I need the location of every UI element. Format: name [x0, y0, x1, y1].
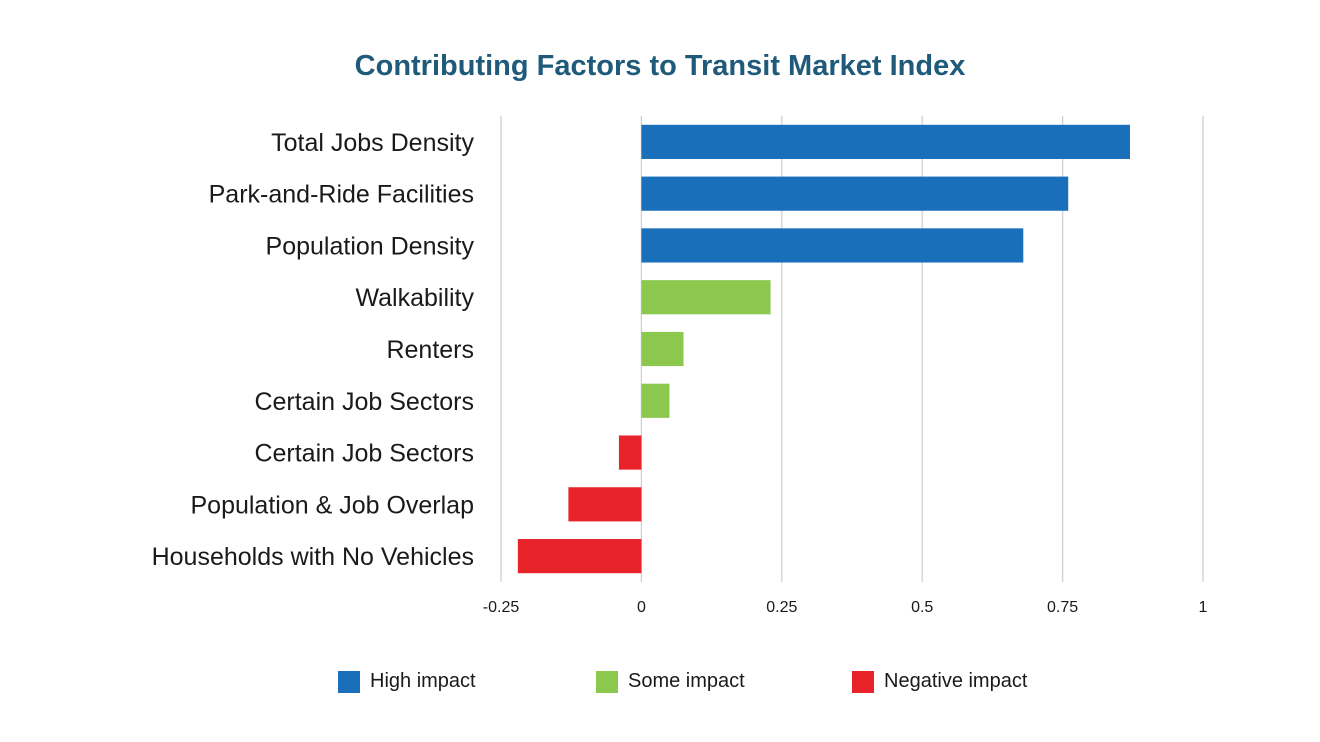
legend-swatch-some-impact — [596, 670, 618, 693]
category-label-6: Certain Job Sectors — [254, 388, 474, 416]
legend-swatch-high-impact — [338, 670, 360, 693]
legend: High impact Some impact Negative impact — [0, 670, 1320, 700]
bar-8-population-job-overlap — [568, 487, 642, 522]
bar-6-certain-job-sectors — [641, 383, 670, 418]
category-label-8: Population & Job Overlap — [190, 491, 474, 519]
bar-3-population-density — [641, 228, 1024, 263]
category-label-5: Renters — [386, 336, 474, 364]
bar-7-certain-job-sectors — [618, 435, 642, 470]
category-label-2: Park-and-Ride Facilities — [209, 181, 474, 209]
bar-2-park-and-ride-facilities — [641, 176, 1069, 211]
category-label-3: Population Density — [266, 232, 475, 260]
category-label-4: Walkability — [355, 284, 474, 312]
legend-item-some-impact: Some impact — [596, 670, 745, 693]
legend-label-negative-impact: Negative impact — [884, 670, 1028, 692]
bar-5-renters — [641, 331, 684, 367]
legend-label-high-impact: High impact — [370, 670, 476, 692]
category-label-9: Households with No Vehicles — [152, 543, 474, 571]
legend-swatch-negative-impact — [852, 670, 874, 693]
bar-4-walkability — [641, 280, 771, 315]
legend-item-negative-impact: Negative impact — [852, 670, 1027, 693]
category-label-7: Certain Job Sectors — [254, 440, 474, 468]
category-labels: Total Jobs Density Park-and-Ride Faciliti… — [152, 129, 475, 571]
x-tick-label-3: 0.5 — [911, 599, 933, 616]
x-axis-tick-labels: -0.25 0 0.25 0.5 0.75 1 — [483, 599, 1208, 616]
category-label-1: Total Jobs Density — [271, 129, 474, 157]
legend-label-some-impact: Some impact — [628, 670, 745, 692]
bars — [517, 124, 1130, 574]
x-tick-label-4: 0.75 — [1047, 599, 1078, 616]
bar-9-households-with-no-vehicles — [517, 539, 642, 574]
x-tick-label-2: 0.25 — [766, 599, 797, 616]
bar-1-total-jobs-density — [641, 124, 1130, 159]
x-tick-label-0: -0.25 — [483, 599, 520, 616]
chart-title: Contributing Factors to Transit Market I… — [354, 50, 966, 82]
x-tick-label-5: 1 — [1199, 599, 1208, 616]
legend-item-high-impact: High impact — [338, 670, 476, 693]
x-tick-label-1: 0 — [637, 599, 646, 616]
